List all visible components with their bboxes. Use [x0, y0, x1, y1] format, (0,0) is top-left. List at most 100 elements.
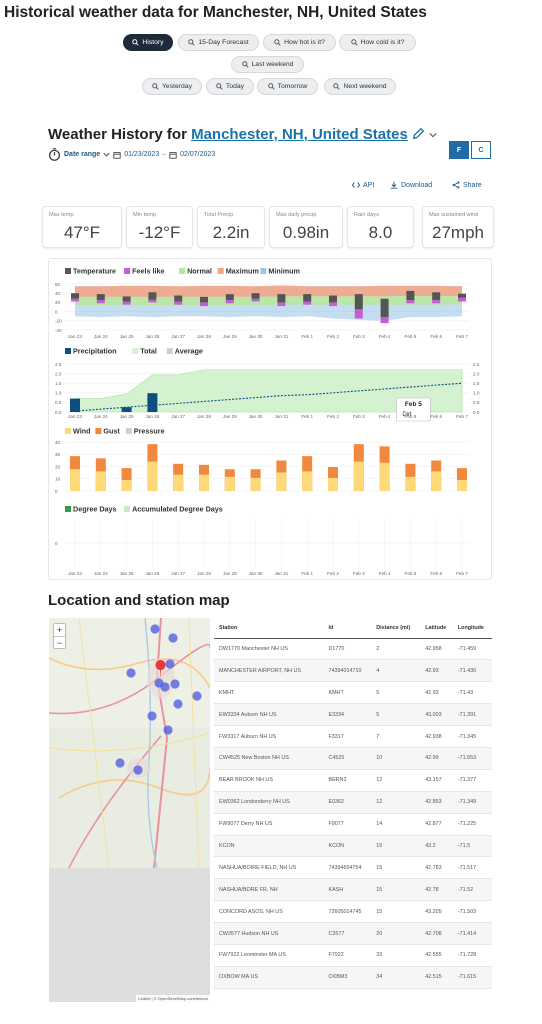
column-header[interactable]: Station [214, 618, 324, 639]
location-link[interactable]: Manchester, NH, United States [191, 126, 408, 143]
x-tick-label: Jan 25 [120, 571, 134, 576]
table-cell: KMHT [214, 681, 324, 705]
pencil-icon[interactable] [412, 127, 425, 140]
chevron-down-icon[interactable] [429, 131, 437, 139]
x-tick-label: Feb 4 [379, 334, 391, 339]
column-header[interactable]: Id [323, 618, 372, 639]
table-cell: 74394014710 [323, 659, 372, 683]
temperature-bar [200, 296, 208, 303]
table-row[interactable]: FW3317 Auburn NH US F3317 7 42.938 -71.345 [214, 725, 492, 748]
feels-like-bar [251, 298, 260, 302]
x-tick-label: Jan 25 [120, 334, 134, 339]
map-attribution[interactable]: Leaflet | © OpenStreetMap contributors [136, 995, 210, 1002]
column-header[interactable]: Latitude [420, 618, 453, 639]
location-marker-icon[interactable] [155, 660, 166, 678]
table-cell: 42.958 [420, 638, 453, 661]
nav-pill-today[interactable]: Today [206, 78, 254, 95]
unit-c-button[interactable]: C [471, 141, 491, 159]
table-row[interactable]: NASHUA/BOIRE FIELD, NH US 74394654754 15 42… [214, 856, 492, 880]
table-header: Station Id Distance (mi) Latitude Longitude [214, 618, 492, 639]
search-icon [152, 83, 159, 90]
nav-pill-last-weekend[interactable]: Last weekend [231, 56, 304, 73]
table-cell: FW3317 Auburn NH US [214, 725, 324, 748]
date-range-label: Date range [64, 151, 101, 158]
nav-pill-how-hot-is-it[interactable]: How hot is it? [263, 34, 336, 51]
temperature-bar [148, 292, 157, 300]
legend-swatch [166, 348, 173, 354]
table-cell: F3317 [323, 725, 372, 748]
end-date[interactable]: 02/07/2023 [180, 151, 216, 158]
table-row[interactable]: MANCHESTER AIRPORT, NH US 74394014710 4 42.… [214, 659, 492, 683]
x-tick-label: Feb 6 [430, 571, 442, 576]
temperature-bar [277, 294, 286, 303]
wind-bar [379, 462, 390, 491]
table-row[interactable]: FW9077 Derry NH US F9077 14 42.877 -71.225 [214, 813, 492, 836]
y2-tick-label: 2.0 [473, 371, 480, 376]
date-range-picker[interactable]: Date range 01/23/2023 – 02/07/2023 [48, 148, 215, 161]
nav-pill-label: Next weekend [343, 83, 387, 90]
start-date[interactable]: 01/23/2023 [124, 151, 160, 158]
share-button[interactable]: Share [452, 181, 482, 189]
summary-value: 0.98in [282, 223, 330, 242]
nav-pill-tomorrow[interactable]: Tomorrow [257, 78, 318, 95]
nav-pill-how-cold-is-it[interactable]: How cold is it? [339, 34, 416, 51]
wind-bar [70, 469, 80, 491]
table-row[interactable]: CW3577 Hudson NH US C3577 20 42.708 -71.414 [214, 922, 492, 945]
table-row[interactable]: CONCORD ASOS, NH US 72605014745 15 43.205 -7… [214, 900, 492, 924]
api-label: API [363, 181, 375, 189]
nav-pill-15-day-forecast[interactable]: 15-Day Forecast [178, 34, 259, 51]
nav-pill-history[interactable]: History [123, 34, 173, 51]
nav-pill-yesterday[interactable]: Yesterday [142, 78, 202, 95]
table-cell: EW0362 Londonderry NH US [214, 791, 324, 814]
table-cell: -71.52 [452, 878, 492, 902]
table-cell: 2 [371, 638, 421, 661]
x-tick-label: Jan 31 [275, 334, 289, 339]
x-tick-label: Feb 3 [353, 334, 365, 339]
x-tick-label: Feb 4 [379, 571, 391, 576]
feels-like-bar [406, 300, 415, 304]
column-header[interactable]: Longitude [452, 618, 492, 639]
table-row[interactable]: EW0362 Londonderry NH US E0362 12 42.853 -71… [214, 791, 492, 814]
zoom-in-button[interactable]: + [54, 624, 65, 637]
column-header[interactable]: Distance (mi) [371, 618, 421, 639]
nav-pill-label: Today [225, 83, 245, 90]
table-cell: 34 [371, 966, 421, 989]
wind-bar [199, 474, 209, 491]
x-tick-label: Feb 2 [327, 414, 339, 419]
y-tick-label: 2.5 [55, 362, 62, 367]
x-tick-label: Feb 7 [456, 334, 468, 339]
nav-pill-label: Tomorrow [277, 83, 308, 90]
station-map[interactable]: + − Leaflet | © OpenStreetMap contributo… [49, 618, 210, 1002]
table-row[interactable]: NASHUA/BORE FR, NH KASH 15 42.78 -71.52 [214, 878, 492, 902]
legend-item: Average [175, 347, 203, 356]
tooltip-title: Feb 5 [405, 401, 422, 408]
legend-swatch [65, 348, 71, 354]
table-row[interactable]: CW4525 New Boston NH US C4525 10 42.99 -71.6… [214, 747, 492, 770]
temperature-bar [432, 292, 441, 301]
table-cell: 12 [371, 769, 421, 792]
download-button[interactable]: Download [390, 181, 432, 189]
legend-item: Minimum [268, 267, 300, 276]
summary-label: Max temp [49, 212, 74, 218]
table-row[interactable]: KMHT KMHT 5 42.93 -71.43 [214, 681, 492, 705]
summary-card-max-sustained-wind: Max sustained wind 27mph [422, 206, 494, 248]
table-row[interactable]: DW1770 Manchester NH US D1770 2 42.958 -71.4… [214, 638, 492, 661]
table-cell: FW7922 Leominster MA US [214, 944, 324, 967]
zoom-out-button[interactable]: − [56, 638, 63, 648]
nav-pill-next-weekend[interactable]: Next weekend [324, 78, 396, 95]
table-row[interactable]: OXBOW MA US OXBM3 34 42.515 -71.615 [214, 966, 492, 989]
table-cell: 15 [371, 878, 421, 902]
x-tick-label: Jan 28 [197, 334, 211, 339]
api-button[interactable]: API [352, 181, 374, 189]
table-row[interactable]: KCON KCON 15 43.2 -71.5 [214, 835, 492, 858]
nav-pill-label: Yesterday [162, 83, 192, 90]
table-row[interactable]: EW3334 Auburn NH US E3334 5 43.003 -71.391 [214, 703, 492, 727]
wind-bar [147, 461, 158, 491]
table-cell: -71.517 [452, 856, 492, 880]
table-row[interactable]: FW7922 Leominster MA US F7922 33 42.555 -71.… [214, 944, 492, 967]
table-row[interactable]: BEAR BROOK NH US BERN3 12 43.157 -71.377 [214, 769, 492, 792]
unit-f-button[interactable]: F [449, 141, 469, 159]
table-cell: EW3334 Auburn NH US [214, 703, 324, 727]
feels-like-bar [380, 317, 389, 324]
x-tick-label: Feb 7 [456, 571, 468, 576]
